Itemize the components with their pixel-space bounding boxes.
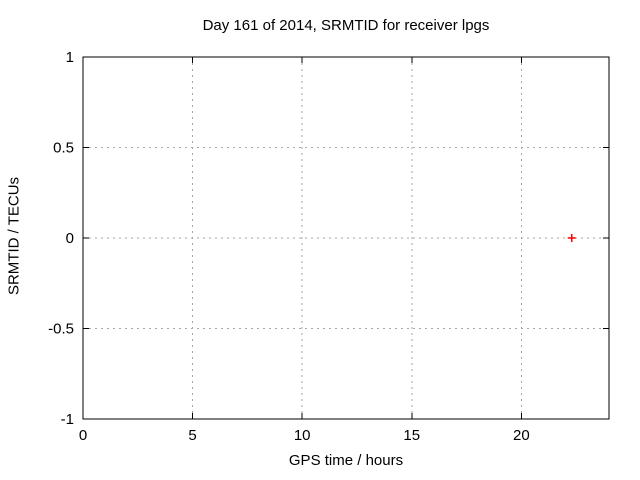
y-tick-label: -1 <box>61 411 74 428</box>
chart-title: Day 161 of 2014, SRMTID for receiver lpg… <box>202 17 490 34</box>
y-tick-label: -0.5 <box>48 321 74 338</box>
x-tick-label: 20 <box>513 427 530 444</box>
y-tick-label: 0 <box>66 230 74 247</box>
x-axis-label: GPS time / hours <box>288 452 404 469</box>
plot-frame <box>82 56 610 420</box>
x-tick-label: 10 <box>294 427 311 444</box>
x-tick-label: 5 <box>188 427 196 444</box>
y-tick-label: 0.5 <box>53 140 74 157</box>
x-tick-label: 0 <box>79 427 87 444</box>
x-tick-label: 15 <box>403 427 420 444</box>
y-tick-label: 1 <box>66 49 74 66</box>
